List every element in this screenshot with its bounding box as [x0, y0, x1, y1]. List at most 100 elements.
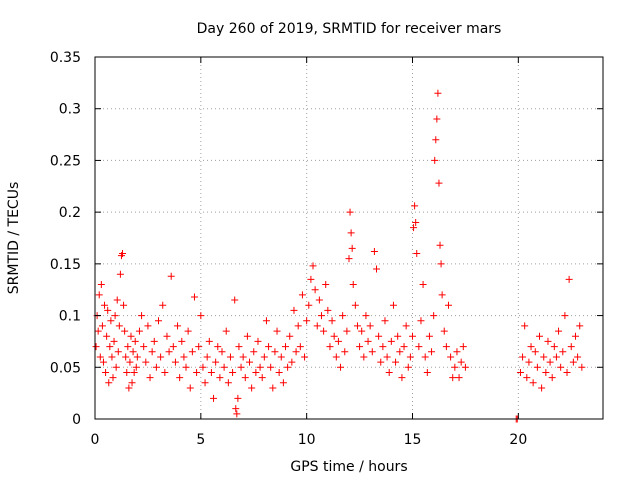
data-point: [315, 296, 323, 304]
data-point: [523, 374, 531, 382]
data-point: [368, 348, 376, 356]
data-point: [102, 368, 110, 376]
data-point: [128, 379, 136, 387]
data-point: [124, 343, 132, 351]
data-point: [155, 317, 162, 325]
data-point: [563, 368, 571, 376]
x-tick-label: 15: [404, 432, 422, 448]
data-point: [106, 343, 114, 351]
data-point: [231, 296, 239, 304]
data-point: [404, 363, 412, 371]
x-tick-label: 10: [298, 432, 316, 448]
data-point: [119, 250, 127, 258]
data-point: [99, 358, 107, 366]
data-point: [298, 291, 306, 299]
data-point: [108, 353, 116, 361]
data-point: [459, 343, 467, 351]
data-point: [101, 301, 109, 309]
data-point: [220, 363, 228, 371]
data-point: [254, 337, 262, 345]
data-point: [425, 332, 433, 340]
data-point: [235, 343, 243, 351]
data-point: [330, 332, 338, 340]
data-point: [305, 301, 313, 309]
data-point: [262, 317, 270, 325]
data-point: [237, 363, 245, 371]
data-point: [133, 353, 141, 361]
data-point: [334, 337, 342, 345]
data-point: [400, 343, 408, 351]
data-point: [578, 363, 586, 371]
data-point: [248, 384, 256, 392]
data-point: [366, 322, 374, 330]
data-point: [131, 337, 139, 345]
data-point: [406, 353, 414, 361]
data-point: [142, 358, 150, 366]
data-point: [373, 265, 381, 273]
data-point: [332, 353, 340, 361]
data-point: [159, 301, 167, 309]
data-point: [436, 241, 444, 249]
data-point: [97, 281, 105, 289]
data-point: [385, 368, 393, 376]
data-point: [423, 368, 431, 376]
data-point: [375, 332, 383, 340]
data-point: [409, 332, 416, 340]
data-point: [294, 322, 302, 330]
data-point: [126, 358, 134, 366]
data-point: [351, 301, 359, 309]
data-point: [309, 262, 317, 270]
data-point: [138, 312, 146, 320]
data-point: [224, 379, 232, 387]
data-point: [389, 301, 397, 309]
data-point: [438, 291, 446, 299]
data-point: [265, 343, 273, 351]
data-point: [435, 179, 443, 187]
data-point: [364, 337, 372, 345]
y-tick-label: 0.1: [59, 309, 81, 325]
data-point: [444, 301, 452, 309]
data-point: [256, 363, 264, 371]
data-point: [273, 327, 281, 335]
data-point: [415, 343, 423, 351]
data-point: [360, 353, 368, 361]
data-point: [421, 353, 429, 361]
data-point: [105, 379, 113, 387]
data-point: [296, 343, 304, 351]
data-point: [125, 384, 133, 392]
data-point: [226, 353, 234, 361]
data-point: [451, 363, 459, 371]
data-point: [449, 374, 457, 382]
data-point: [163, 332, 171, 340]
data-point: [402, 322, 410, 330]
y-tick-label: 0: [72, 412, 81, 428]
data-point: [396, 348, 404, 356]
data-point: [362, 312, 370, 320]
data-point: [412, 218, 420, 226]
data-point: [533, 363, 541, 371]
data-point: [104, 306, 112, 314]
data-point: [212, 358, 220, 366]
data-point: [250, 348, 258, 356]
data-point: [411, 202, 419, 210]
data-point: [343, 327, 351, 335]
data-point: [171, 358, 179, 366]
data-point: [542, 368, 550, 376]
data-point: [394, 332, 402, 340]
data-point: [184, 327, 192, 335]
data-point: [546, 358, 554, 366]
data-point: [233, 410, 241, 418]
data-point: [349, 281, 357, 289]
data-point: [292, 348, 300, 356]
data-point: [286, 332, 294, 340]
data-point: [307, 275, 315, 283]
data-point: [129, 348, 137, 356]
data-point: [324, 306, 332, 314]
data-point: [246, 358, 254, 366]
data-point: [157, 353, 165, 361]
data-point: [201, 379, 209, 387]
data-point: [120, 301, 128, 309]
data-point: [457, 358, 465, 366]
data-point: [178, 337, 186, 345]
x-axis-ticks: 0 5 10 15 20: [91, 57, 527, 448]
